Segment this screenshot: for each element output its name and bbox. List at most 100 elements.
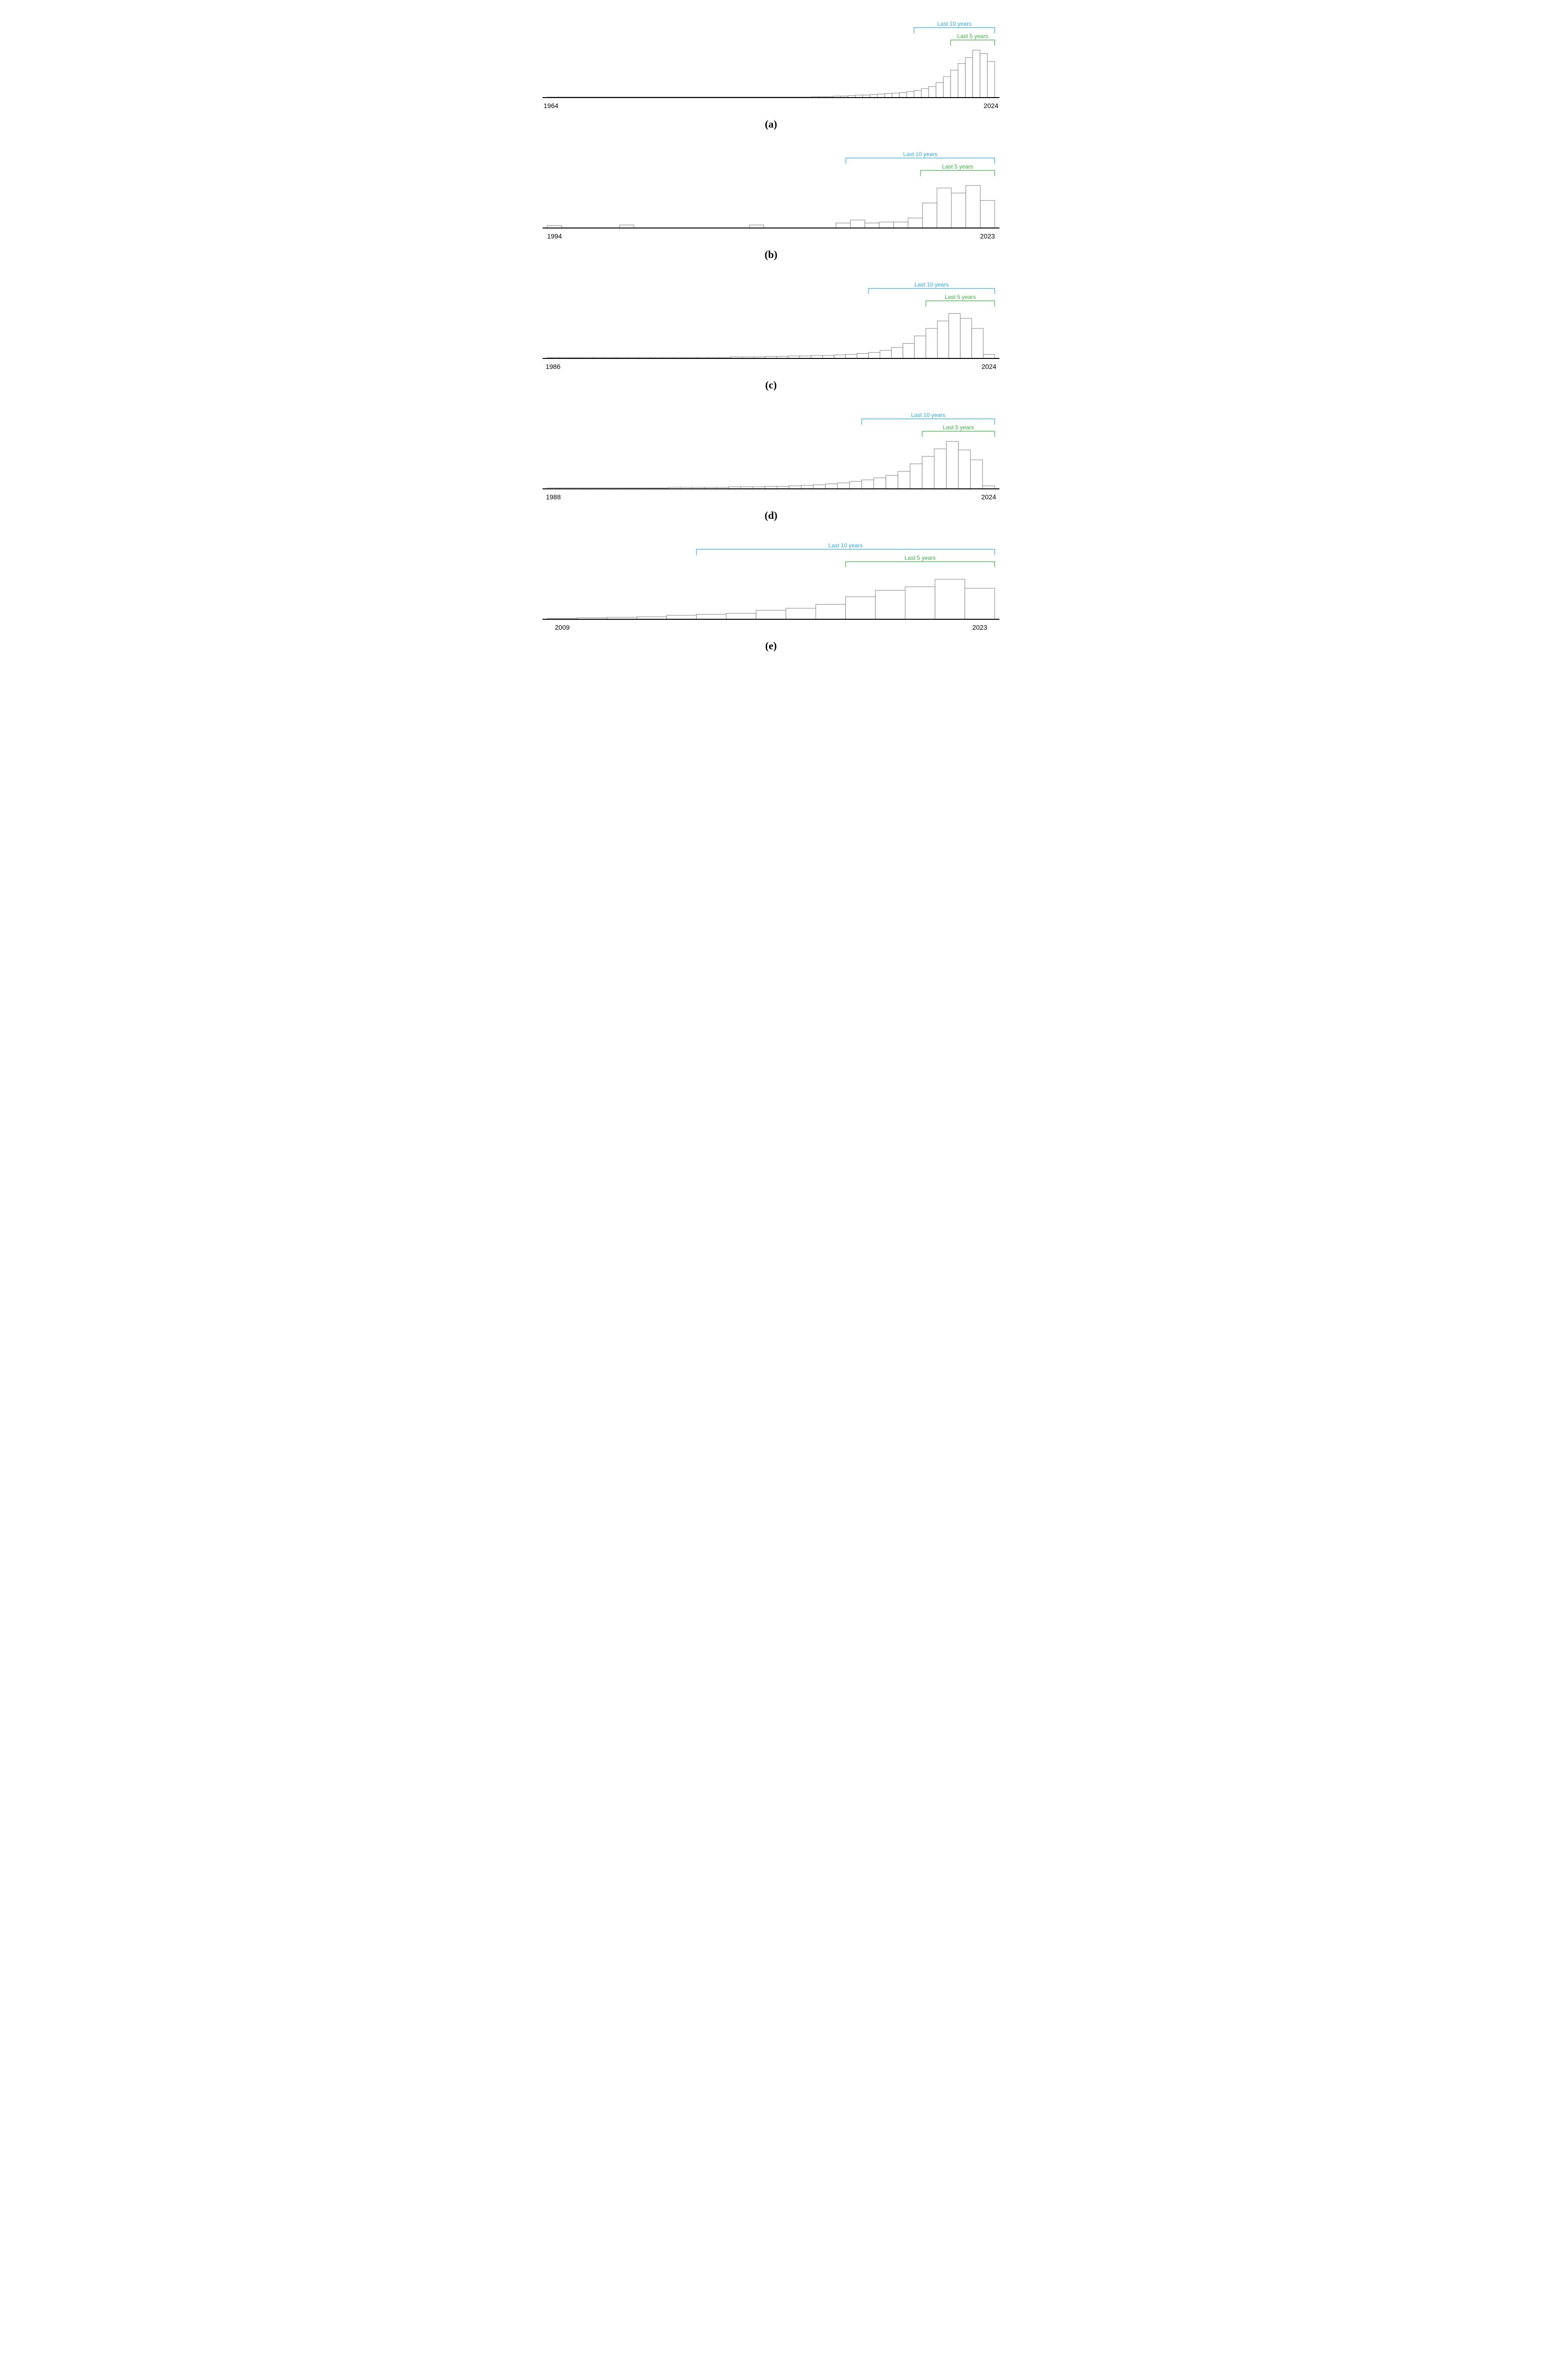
bar	[966, 186, 980, 228]
bar	[900, 93, 907, 98]
chart-panel-a: 19642024Last 10 yearsLast 5 years(a)	[533, 19, 1009, 130]
bar	[914, 90, 921, 98]
bar	[880, 350, 891, 358]
x-tick-left: 1986	[545, 363, 560, 370]
bar	[846, 597, 876, 619]
x-tick-left: 1988	[546, 493, 561, 501]
x-tick-right: 2023	[980, 232, 995, 240]
bar	[879, 222, 893, 228]
x-tick-right: 2024	[984, 102, 998, 109]
bracket-last-5-years	[951, 40, 995, 46]
chart-panel-d: 1988 2024 Last 10 years Last 5 years (d)	[533, 410, 1009, 522]
bar-chart-svg: 1964 2024 Last 10 years Last 5 years	[533, 19, 1009, 114]
chart-panel-b: 1994 2023 Last 10 years Last 5 years (b)	[533, 149, 1009, 261]
bar	[943, 77, 950, 98]
bar	[892, 93, 899, 98]
bar	[865, 223, 879, 228]
x-tick-right: 2024	[981, 363, 996, 370]
bar	[973, 50, 980, 98]
bar	[965, 588, 995, 619]
bar	[838, 483, 850, 489]
bars-group	[547, 186, 995, 228]
bracket-last-5-years-label: Last 5 years	[905, 555, 936, 561]
bar	[960, 318, 972, 358]
bar	[951, 70, 958, 98]
bar	[946, 441, 958, 489]
bar	[885, 94, 892, 98]
bar	[816, 605, 846, 620]
chart-panel-c: 19862024Last 10 yearsLast 5 years(c)	[533, 280, 1009, 391]
bar	[825, 484, 837, 489]
bar	[850, 220, 865, 228]
panel-label: (d)	[533, 509, 1009, 522]
bracket-last-5-years-label: Last 5 years	[945, 294, 976, 300]
bar	[934, 449, 946, 489]
bar	[877, 94, 884, 98]
bar	[910, 464, 922, 489]
bar	[914, 336, 926, 358]
bracket-last-5-years-label: Last 5 years	[943, 424, 974, 431]
x-tick-right: 2023	[972, 624, 987, 631]
bar	[801, 486, 813, 489]
bar	[935, 579, 965, 619]
bracket-last-10-years-label: Last 10 years	[911, 412, 945, 418]
bar	[834, 355, 846, 358]
bracket-last-10-years	[696, 549, 995, 555]
bracket-last-5-years	[926, 301, 995, 307]
bar	[988, 61, 995, 98]
bar	[786, 608, 816, 619]
bar	[667, 615, 697, 619]
bracket-last-5-years	[922, 431, 995, 437]
x-tick-left: 1994	[547, 232, 562, 240]
bar	[726, 613, 756, 619]
bar	[908, 218, 922, 228]
bracket-last-10-years-label: Last 10 years	[829, 542, 863, 549]
chart-wrap: 19862024Last 10 yearsLast 5 years	[533, 280, 1009, 375]
bar	[862, 480, 874, 489]
bar	[898, 471, 910, 489]
bar	[959, 450, 970, 489]
bar	[874, 478, 886, 489]
bracket-last-5-years-label: Last 5 years	[957, 33, 988, 40]
bar	[922, 456, 934, 489]
bar	[958, 64, 965, 98]
bracket-last-5-years	[920, 170, 995, 176]
bracket-last-5-years-label: Last 5 years	[942, 163, 973, 170]
bracket-last-10-years	[862, 419, 995, 425]
panel-label: (e)	[533, 640, 1009, 652]
bar	[813, 485, 825, 489]
bar	[846, 355, 857, 358]
bar	[929, 87, 936, 98]
bar	[894, 222, 908, 228]
x-tick-right: 2024	[981, 493, 996, 501]
bar-chart-svg: 19862024Last 10 yearsLast 5 years	[533, 280, 1009, 375]
bracket-last-10-years-label: Last 10 years	[903, 151, 938, 158]
bar	[891, 347, 903, 358]
chart-wrap: 1994 2023 Last 10 years Last 5 years	[533, 149, 1009, 245]
bars-group	[547, 314, 995, 359]
bar	[922, 203, 937, 228]
bar	[696, 615, 726, 620]
chart-panel-e: 20092023Last 10 yearsLast 5 years(e)	[533, 541, 1009, 652]
x-tick-left: 1964	[544, 102, 558, 109]
bar	[926, 328, 937, 358]
bar	[903, 344, 914, 359]
chart-wrap: 1988 2024 Last 10 years Last 5 years	[533, 410, 1009, 506]
chart-wrap: 20092023Last 10 yearsLast 5 years	[533, 541, 1009, 636]
bar	[836, 223, 850, 228]
bar	[936, 83, 943, 98]
bar	[972, 328, 983, 358]
bar	[905, 587, 935, 619]
bracket-last-10-years-label: Last 10 years	[937, 20, 971, 27]
bar-chart-svg: 1988 2024 Last 10 years Last 5 years	[533, 410, 1009, 506]
bar-chart-svg: 20092023Last 10 yearsLast 5 years	[533, 541, 1009, 636]
bar	[850, 481, 861, 489]
chart-wrap: 1964 2024 Last 10 years Last 5 years	[533, 19, 1009, 114]
bar	[857, 354, 869, 359]
bracket-last-5-years	[846, 562, 995, 567]
bar	[980, 54, 987, 98]
bar	[756, 610, 786, 619]
panel-label: (b)	[533, 248, 1009, 261]
panel-label: (c)	[533, 379, 1009, 391]
bar	[980, 200, 995, 228]
